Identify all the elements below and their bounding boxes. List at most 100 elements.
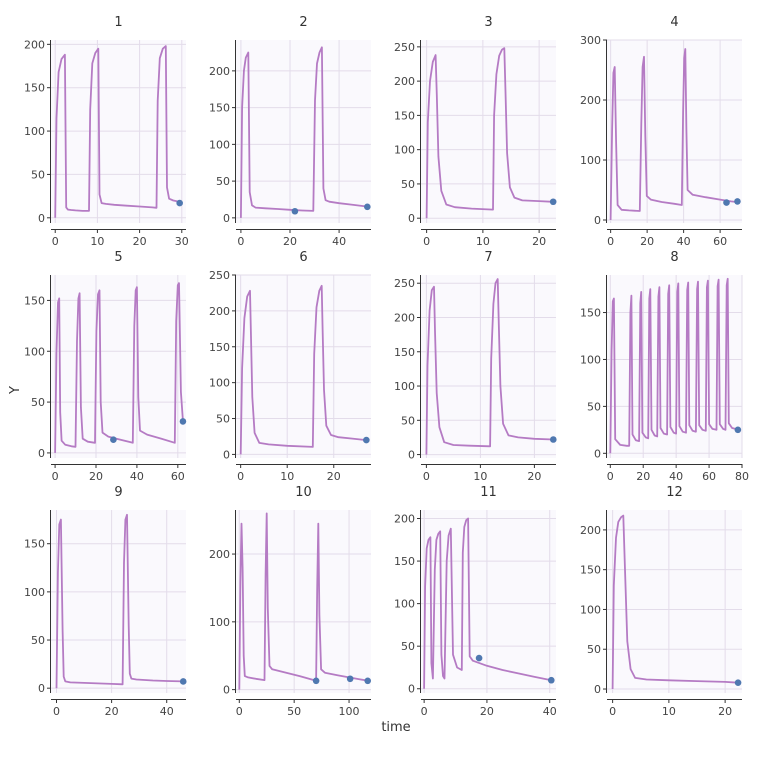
panel-title: 5 <box>114 250 122 265</box>
x-tick-label: 0 <box>237 235 244 248</box>
y-tick-label: 50 <box>587 643 601 656</box>
observed-point <box>179 678 187 685</box>
series-line <box>54 45 182 218</box>
x-tick-label: 40 <box>543 705 557 718</box>
panel-3: 0 50 100 150 200 250 0 10 20 3 <box>394 15 557 248</box>
x-tick-label: 0 <box>237 470 244 483</box>
panel-title: 2 <box>299 15 307 30</box>
panel-5: 0 50 100 150 0 20 40 60 5 <box>24 250 187 483</box>
x-tick-label: 20 <box>105 705 119 718</box>
y-tick-label: 100 <box>209 138 230 151</box>
y-tick-label: 100 <box>209 616 230 629</box>
observed-point <box>312 677 320 685</box>
y-tick-label: 50 <box>31 396 45 409</box>
panel-title: 10 <box>295 485 312 500</box>
series-line <box>425 47 554 219</box>
y-tick-label: 150 <box>580 307 601 320</box>
y-tick-label: 50 <box>401 414 415 427</box>
y-tick-label: 0 <box>408 449 415 462</box>
y-tick-label: 250 <box>394 41 415 54</box>
y-tick-label: 200 <box>209 65 230 78</box>
y-tick-label: 50 <box>216 413 230 426</box>
panel-title: 7 <box>484 250 492 265</box>
y-tick-label: 0 <box>408 212 415 225</box>
y-tick-label: 100 <box>394 380 415 393</box>
y-tick-label: 200 <box>209 548 230 561</box>
y-tick-label: 150 <box>209 341 230 354</box>
y-tick-label: 50 <box>587 400 601 413</box>
x-tick-label: 40 <box>130 470 144 483</box>
observed-point <box>291 207 299 215</box>
observed-point <box>734 426 742 434</box>
y-tick-label: 200 <box>580 524 601 537</box>
x-tick-label: 0 <box>423 470 430 483</box>
y-tick-label: 300 <box>580 34 601 47</box>
y-tick-label: 150 <box>394 555 415 568</box>
plot-background <box>421 40 556 223</box>
y-tick-label: 50 <box>31 634 45 647</box>
y-tick-label: 150 <box>394 346 415 359</box>
x-tick-label: 0 <box>609 705 616 718</box>
y-tick-label: 0 <box>594 214 601 227</box>
panel-title: 4 <box>670 15 678 30</box>
y-tick-label: 200 <box>394 513 415 526</box>
y-tick-label: 0 <box>223 684 230 697</box>
x-tick-label: 0 <box>421 705 428 718</box>
y-tick-label: 50 <box>401 640 415 653</box>
plot-background <box>607 510 742 693</box>
series-line <box>425 278 554 455</box>
x-tick-label: 10 <box>473 470 487 483</box>
y-tick-label: 100 <box>394 598 415 611</box>
y-tick-label: 150 <box>580 564 601 577</box>
observed-point <box>364 677 372 685</box>
x-tick-label: 10 <box>280 470 294 483</box>
y-tick-label: 150 <box>24 82 45 95</box>
panel-10: 0 100 200 0 50 100 10 <box>209 485 372 718</box>
x-tick-label: 60 <box>171 470 185 483</box>
y-tick-label: 200 <box>394 311 415 324</box>
series-line <box>423 517 552 689</box>
observed-point <box>734 198 741 205</box>
series-line <box>609 277 739 454</box>
series-line <box>240 46 369 218</box>
observed-point <box>550 436 557 443</box>
panel-9: 0 50 100 150 0 20 40 9 <box>24 485 187 718</box>
x-tick-label: 20 <box>640 235 654 248</box>
panel-title: 1 <box>114 15 122 30</box>
y-tick-label: 150 <box>209 102 230 115</box>
y-tick-label: 100 <box>24 125 45 138</box>
x-tick-label: 80 <box>735 470 749 483</box>
x-tick-label: 0 <box>52 235 59 248</box>
plot-background <box>236 510 371 693</box>
y-tick-label: 0 <box>594 683 601 696</box>
panel-7: 0 50 100 150 200 250 0 10 20 7 <box>394 250 557 483</box>
y-tick-label: 200 <box>394 75 415 88</box>
x-tick-label: 20 <box>133 235 147 248</box>
x-tick-label: 60 <box>713 235 727 248</box>
plot-background <box>236 40 371 223</box>
x-tick-label: 40 <box>677 235 691 248</box>
x-tick-label: 40 <box>669 470 683 483</box>
y-tick-label: 150 <box>24 538 45 551</box>
y-tick-label: 200 <box>580 94 601 107</box>
x-tick-label: 0 <box>607 235 614 248</box>
y-tick-label: 100 <box>24 586 45 599</box>
x-tick-label: 20 <box>89 470 103 483</box>
x-tick-label: 20 <box>718 705 732 718</box>
x-tick-label: 20 <box>327 470 341 483</box>
panel-1: 0 50 100 150 200 0 10 20 30 1 <box>24 15 189 248</box>
y-tick-label: 0 <box>38 447 45 460</box>
series-line <box>238 512 369 690</box>
x-tick-label: 10 <box>662 705 676 718</box>
panel-12: 0 50 100 150 200 0 10 20 12 <box>580 485 742 718</box>
x-tick-label: 0 <box>52 470 59 483</box>
observed-point <box>363 436 370 444</box>
x-tick-label: 100 <box>339 705 360 718</box>
x-axis-title: time <box>381 720 410 735</box>
observed-point <box>179 418 187 425</box>
panel-title: 9 <box>114 485 122 500</box>
y-tick-label: 150 <box>394 109 415 122</box>
panel-title: 8 <box>670 250 678 265</box>
observed-point <box>110 436 117 444</box>
